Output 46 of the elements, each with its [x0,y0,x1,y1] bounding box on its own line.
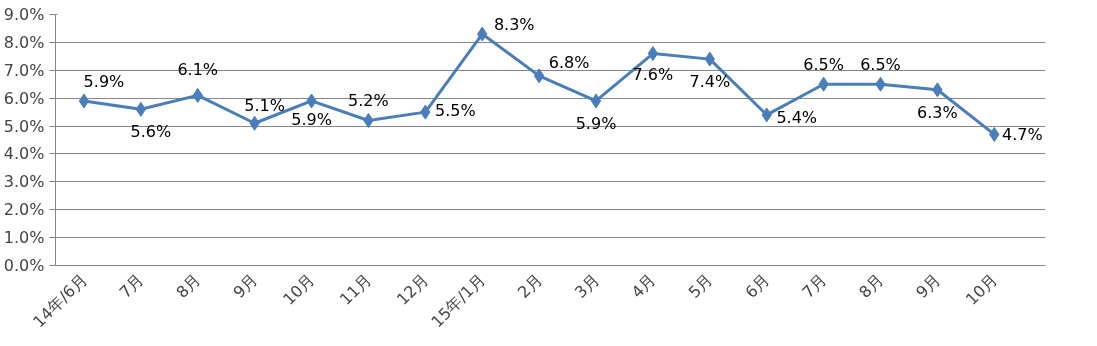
data-label: 5.9% [83,71,125,91]
x-tick-label: 4月 [627,269,660,302]
data-label: 7.4% [689,72,731,92]
data-label: 8.3% [493,15,535,35]
y-tick-label: 8.0% [3,32,45,52]
point [590,93,602,109]
data-label: 6.1% [177,60,219,80]
data-label: 4.7% [1001,125,1043,145]
x-tick-label: 9月 [912,269,945,302]
y-tick-label: 5.0% [3,116,45,136]
point [533,68,545,84]
x-tick-label: 9月 [229,269,262,302]
y-tick-label: 0.0% [3,256,45,275]
data-label: 5.1% [244,96,285,116]
y-tick-label: 3.0% [3,172,45,192]
data-label: 5.9% [575,113,617,133]
data-label: 6.8% [548,52,590,72]
x-tick-label: 8月 [855,269,888,302]
x-tick-label: 10月 [961,269,1002,309]
point [647,46,659,62]
data-label: 6.5% [803,55,844,75]
data-label: 5.6% [130,122,172,142]
y-tick-label: 9.0% [3,5,45,24]
point [78,93,90,109]
x-tick-label: 5月 [684,269,717,302]
y-tick-label: 6.0% [3,88,45,108]
x-tick-label: 7月 [798,269,831,302]
y-tick-label: 1.0% [3,228,45,248]
data-label: 5.2% [348,91,389,111]
data-label: 6.3% [917,102,958,122]
x-tick-label: 6月 [741,269,774,302]
x-tick-label: 8月 [172,269,205,302]
x-tick-label: 2月 [513,269,546,302]
point [135,101,147,117]
x-tick-label: 10月 [279,269,319,309]
y-tick-label: 7.0% [3,60,45,80]
y-tick-label: 2.0% [3,200,45,220]
data-label: 7.6% [632,64,674,84]
data-label: 5.4% [776,107,818,127]
x-tick-label: 11月 [336,269,376,309]
x-tick-label: 7月 [115,269,148,302]
data-label: 6.5% [860,55,901,75]
data-label: 5.5% [435,101,476,121]
data-label: 5.9% [291,109,332,129]
y-tick-label: 4.0% [3,144,45,164]
x-tick-label: 3月 [570,269,603,302]
